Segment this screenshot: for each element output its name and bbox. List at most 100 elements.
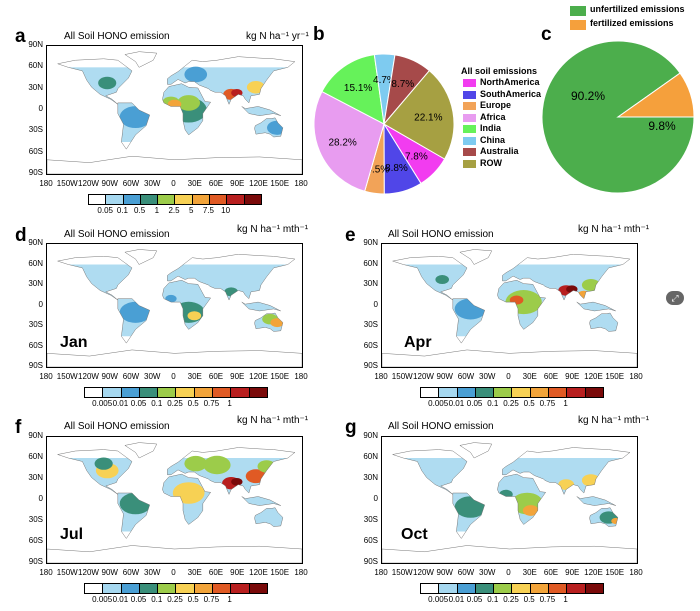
colorbar-swatch [421,584,440,593]
coastline-e-3 [497,279,547,330]
pie-b-slice-africa [313,90,385,192]
lon-tick: 180 [294,372,308,381]
lon-tick: 90E [230,372,245,381]
lon-tick: 60E [208,568,224,577]
lat-tick: 60S [363,536,378,545]
colorbar-swatch [475,388,495,397]
emission-patch-a-5 [246,80,266,94]
emission-patch-e-6 [581,278,601,292]
coastline-d-2 [167,253,296,301]
emission-patch-d-6 [165,294,177,303]
month-label-g: Oct [401,526,428,543]
lon-tick: 0 [506,568,511,577]
colorbar-swatch [103,584,122,593]
colorbar-label: 0.1 [116,206,128,215]
pie-b-label: 4.7% [373,75,396,86]
map-title-f: All Soil HONO emission [64,421,170,432]
legend-label: unfertilized emissions [590,4,685,14]
emission-patch-e-2 [509,295,524,305]
lon-tick: 0 [171,179,176,188]
colorbar-swatch [121,584,140,593]
lat-tick: 30S [363,320,378,329]
colorbar-label: 0.25 [503,399,519,408]
emission-patch-e-4 [566,285,578,293]
lat-tick: 60S [28,340,43,350]
colorbar-label: 7.5 [202,206,214,215]
panel-letter-b: b [313,24,325,45]
legend-swatch [463,159,476,168]
month-label-f: Jul [60,526,84,543]
colorbar-swatch [512,388,531,397]
colorbar-swatch [585,584,603,593]
lat-tick: 30N [28,473,43,482]
coastline-g-1 [452,492,486,539]
colorbar-swatch [158,195,176,204]
colorbar-label: 1 [227,399,232,408]
colorbar-label: 0.5 [523,399,535,408]
map-unit-e: kg N ha⁻¹ mth⁻¹ [578,224,650,235]
side-expand-button[interactable]: ⤢ [666,291,684,305]
coastline-g-5 [576,496,616,506]
colorbar-swatch [549,388,568,397]
colorbar-swatch [457,388,476,397]
colorbar-label: 0.01 [112,399,129,408]
lon-tick: 180 [374,372,388,381]
map-title-e: All Soil HONO emission [388,229,494,240]
lon-tick: 120W [413,372,434,381]
lat-tick: 90S [363,361,378,370]
lon-tick: 180 [629,568,643,577]
emission-patch-g-2 [522,505,539,516]
pie-c-slice-fertilized-emissions [616,72,695,118]
lon-tick: 90W [101,372,118,381]
colorbar-swatch [585,388,603,397]
coastline-d-7 [47,349,302,367]
colorbar-label: 0.75 [539,595,556,604]
lat-tick: 0 [38,299,43,309]
colorbar-label: 10 [221,206,231,215]
emission-patch-f-6 [184,455,208,472]
world-map-f [46,436,303,564]
lon-tick: 90W [436,568,453,577]
lon-tick: 30E [522,568,537,577]
colorbar-e [420,387,604,398]
colorbar-swatch [192,195,211,204]
lon-tick: 60W [122,568,140,577]
lat-tick: 90N [28,238,43,247]
colorbar-label: 0.005 [92,595,113,604]
lon-tick: 150W [56,179,78,188]
map-title-a: All Soil HONO emission [64,31,170,42]
legend-swatch [463,90,476,99]
pie-b-legend-title: All soil emissions [461,66,538,76]
coastline-g-7 [382,545,637,563]
month-label-e: Apr [404,334,432,351]
lon-tick: 30W [144,179,161,188]
lon-tick: 30W [144,372,161,381]
coastline-g-0 [391,449,468,495]
map-unit-g: kg N ha⁻¹ mth⁻¹ [578,415,650,426]
colorbar-label: 0.05 [130,595,147,604]
emission-patch-a-8 [267,120,288,135]
lat-tick: 60N [28,61,43,71]
legend-label: SouthAmerica [480,88,542,99]
colorbar-label: 1 [154,206,160,215]
colorbar-label: 0.1 [151,399,163,408]
lon-tick: 180 [294,179,308,188]
coastline-f-3 [162,473,212,525]
lon-tick: 30E [187,568,202,577]
lon-tick: 150E [605,568,625,577]
pie-b-label: 15.1% [344,83,372,94]
lon-tick: 60W [457,372,475,381]
legend-label: Australia [480,146,519,156]
colorbar-swatch [140,195,159,204]
lon-tick: 30W [479,372,496,381]
coastline-g-3 [497,473,547,525]
colorbar-label: 0.01 [448,399,465,408]
emission-patch-a-7 [184,66,208,83]
colorbar-label: 0.05 [466,399,483,408]
coastline-a-2 [167,56,296,105]
coastline-a-1 [117,102,151,150]
world-map-d [46,243,303,368]
lon-tick: 180 [39,372,53,381]
coastline-e-4 [589,312,619,332]
colorbar-swatch [244,195,261,204]
